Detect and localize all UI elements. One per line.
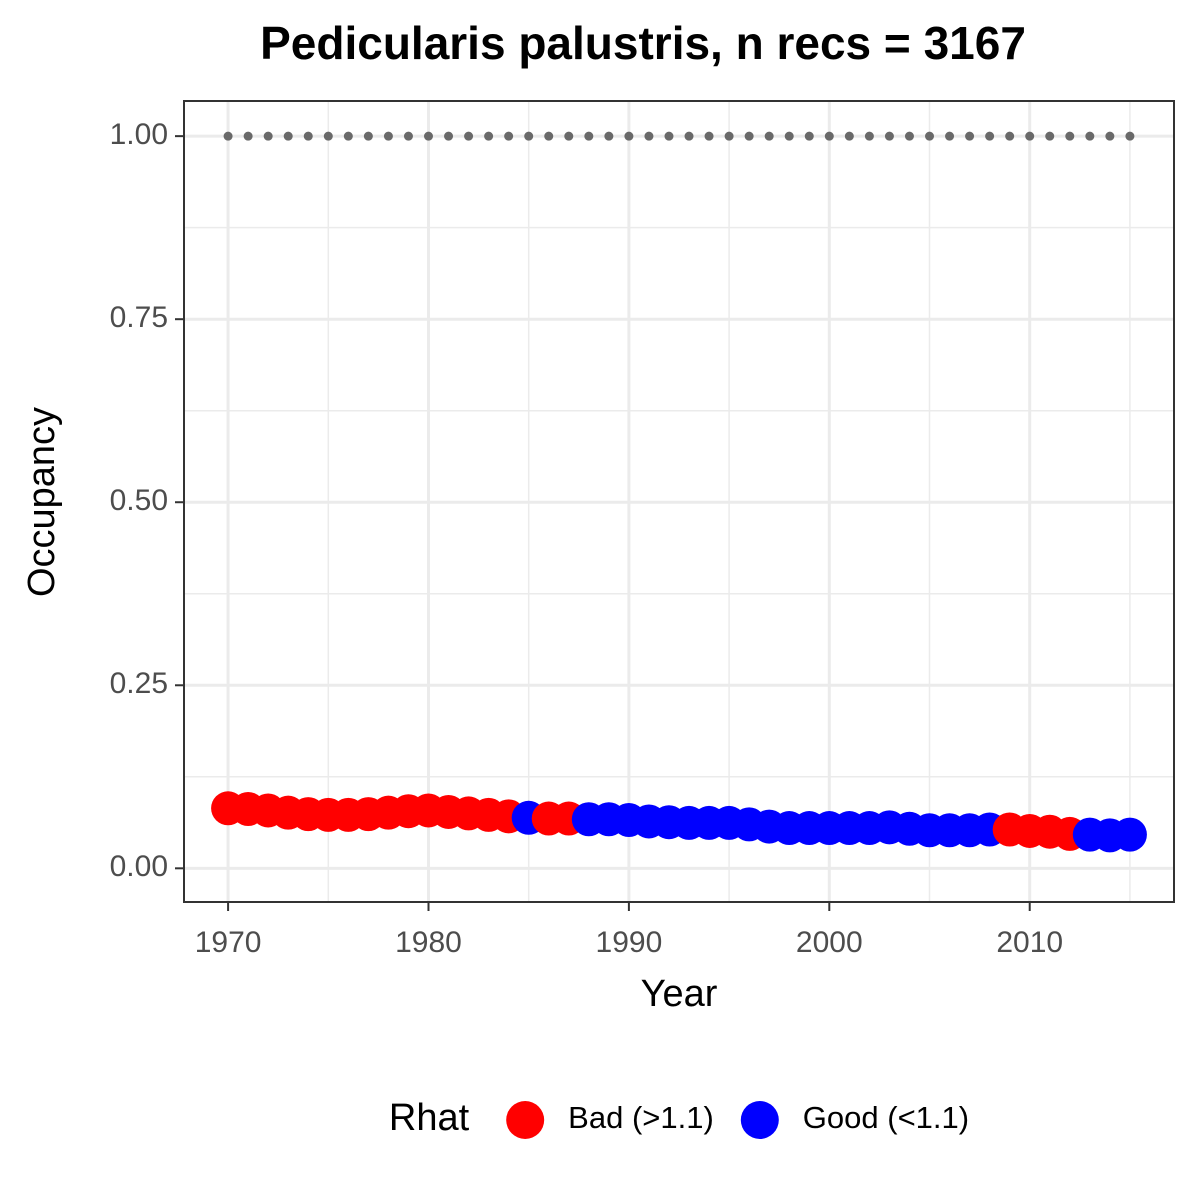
- reference-dot: [1125, 131, 1135, 141]
- x-tick-label: 1990: [596, 926, 663, 959]
- reference-dot: [223, 131, 233, 141]
- x-tick-label: 2010: [996, 926, 1063, 959]
- legend-title: Rhat: [389, 1097, 470, 1139]
- reference-dot: [524, 131, 534, 141]
- reference-dot: [945, 131, 955, 141]
- y-tick-label: 1.00: [110, 118, 168, 151]
- legend-label: Good (<1.1): [803, 1100, 969, 1135]
- reference-dot: [824, 131, 834, 141]
- reference-dot: [1025, 131, 1035, 141]
- reference-dot: [263, 131, 273, 141]
- reference-dot: [704, 131, 714, 141]
- reference-dot: [904, 131, 914, 141]
- x-tick-label: 2000: [796, 926, 863, 959]
- x-axis-title: Year: [641, 973, 718, 1015]
- reference-dot: [584, 131, 594, 141]
- reference-dot: [323, 131, 333, 141]
- reference-dot: [1005, 131, 1015, 141]
- reference-dot: [403, 131, 413, 141]
- reference-dot: [484, 131, 494, 141]
- reference-dot: [243, 131, 253, 141]
- reference-dot: [423, 131, 433, 141]
- reference-dot: [303, 131, 313, 141]
- legend: Rhat Bad (>1.1) Good (<1.1): [389, 1097, 969, 1139]
- x-tick-label: 1970: [195, 926, 262, 959]
- reference-dot: [363, 131, 373, 141]
- reference-dot: [1045, 131, 1055, 141]
- reference-dot: [444, 131, 454, 141]
- reference-dot: [564, 131, 574, 141]
- y-tick-label: 0.75: [110, 301, 168, 334]
- chart-title: Pedicularis palustris, n recs = 3167: [260, 17, 1026, 69]
- legend-label: Bad (>1.1): [568, 1100, 714, 1135]
- y-tick-label: 0.50: [110, 484, 168, 517]
- reference-dot: [544, 131, 554, 141]
- y-tick-label: 0.00: [110, 850, 168, 883]
- reference-dot: [1065, 131, 1075, 141]
- reference-dot: [604, 131, 614, 141]
- reference-dot: [884, 131, 894, 141]
- reference-dot: [1085, 131, 1095, 141]
- reference-dot: [343, 131, 353, 141]
- reference-dot: [684, 131, 694, 141]
- legend-marker: [506, 1101, 545, 1139]
- reference-dot: [1105, 131, 1115, 141]
- reference-dot: [925, 131, 935, 141]
- reference-dot: [644, 131, 654, 141]
- x-tick-label: 1980: [395, 926, 462, 959]
- reference-dot: [784, 131, 794, 141]
- reference-dot: [664, 131, 674, 141]
- reference-dot: [864, 131, 874, 141]
- reference-dot: [965, 131, 975, 141]
- reference-dot: [985, 131, 995, 141]
- y-tick-label: 0.25: [110, 667, 168, 700]
- reference-dot: [724, 131, 734, 141]
- reference-dot: [383, 131, 393, 141]
- reference-dot: [844, 131, 854, 141]
- reference-dot: [504, 131, 514, 141]
- reference-dot: [464, 131, 474, 141]
- reference-dot: [804, 131, 814, 141]
- legend-marker: [740, 1101, 779, 1139]
- point: [1112, 817, 1147, 852]
- reference-dot: [283, 131, 293, 141]
- reference-dot: [764, 131, 774, 141]
- plot-border: [183, 100, 1175, 903]
- y-axis-title: Occupancy: [21, 407, 63, 597]
- reference-dot: [744, 131, 754, 141]
- reference-dot: [624, 131, 634, 141]
